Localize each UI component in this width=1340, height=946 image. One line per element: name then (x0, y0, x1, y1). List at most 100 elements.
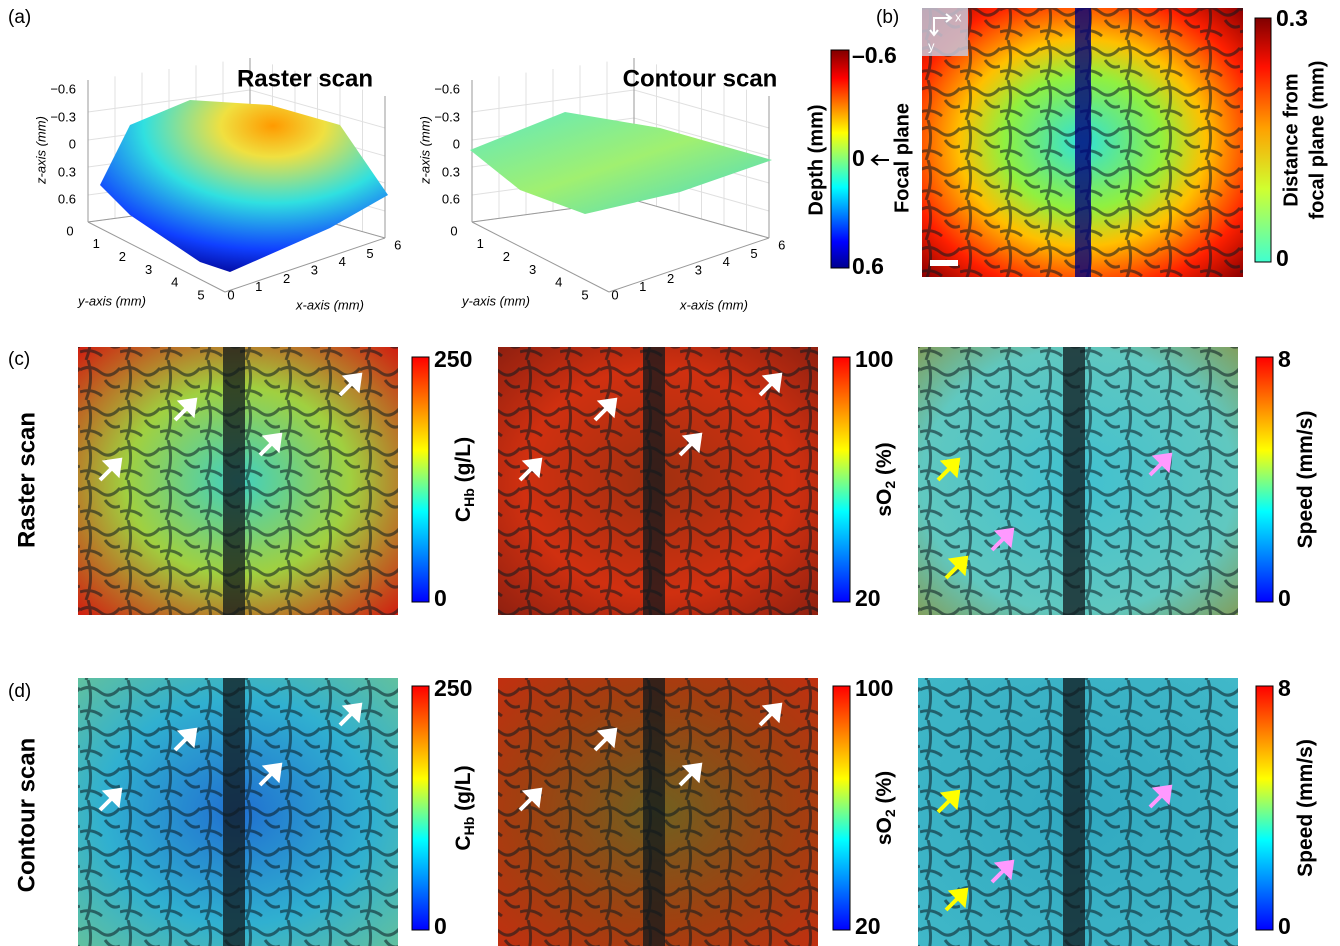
z-tick-label: −0.6 (50, 81, 76, 96)
panel-label: (a) (8, 7, 31, 28)
colorbar (833, 357, 850, 602)
colorbar-tick-label: 0 (1276, 245, 1289, 271)
label-main: C (452, 507, 475, 522)
surface (100, 100, 388, 272)
figure: (a)(b)(c)(d)−0.6−0.300.30.60123450123456… (0, 0, 1340, 946)
x-tick-label: 1 (639, 279, 646, 294)
x-tick-label: 5 (366, 246, 373, 261)
midline (223, 347, 245, 615)
y-tick-label: 0 (450, 223, 457, 238)
panel-label: (c) (8, 349, 30, 370)
colorbar (831, 50, 849, 268)
z-tick-label: −0.3 (434, 109, 460, 124)
x-tick-label: 4 (723, 254, 730, 269)
z-tick-label: 0.3 (442, 164, 460, 179)
colorbar-label: CHb (g/L) (452, 437, 477, 522)
colorbar-tick-label: 0 (1278, 585, 1291, 611)
colorbar-label: Speed (mm/s) (1294, 739, 1317, 877)
label-main: sO (873, 817, 896, 845)
z-tick-label: −0.6 (434, 81, 460, 96)
scale-bar (930, 260, 958, 266)
row-label: Raster scan (13, 412, 40, 548)
colorbar (412, 357, 429, 602)
colorbar-label: CHb (g/L) (452, 765, 477, 850)
midline (643, 678, 665, 946)
y-tick-label: 4 (555, 275, 562, 290)
y-axis-label: y-axis (mm) (461, 293, 530, 308)
colorbar-tick-label: 250 (434, 346, 472, 372)
midline (223, 678, 245, 946)
colorbar-tick-label: 100 (855, 675, 893, 701)
y-tick-label: 1 (93, 236, 100, 251)
colorbar-label: Depth (mm) (805, 104, 827, 215)
y-tick-label: 5 (581, 287, 588, 302)
colorbar-label: focal plane (mm) (1306, 61, 1328, 220)
x-tick-label: 2 (667, 271, 674, 286)
colorbar (833, 686, 850, 930)
y-tick-label: 2 (503, 249, 510, 264)
label-unit: (g/L) (452, 765, 475, 816)
colorbar (1256, 686, 1273, 930)
colorbar-tick-label: 100 (855, 346, 893, 372)
label-main: C (452, 835, 475, 850)
x-tick-label: 3 (695, 263, 702, 278)
colorbar (1255, 18, 1271, 262)
y-tick-label: 4 (171, 275, 178, 290)
plot-title: Raster scan (237, 65, 373, 92)
y-tick-label: 2 (119, 249, 126, 264)
colorbar-tick-label: 0 (852, 145, 865, 171)
colorbar (412, 686, 429, 930)
plot-title: Contour scan (623, 65, 778, 92)
x-axis-label: x-axis (mm) (679, 297, 748, 312)
label-unit: (%) (873, 771, 896, 810)
colorbar-tick-label: 0.3 (1276, 5, 1308, 31)
x-tick-label: 1 (255, 279, 262, 294)
label-sub: 2 (882, 481, 898, 489)
colorbar-tick-label: 20 (855, 913, 881, 939)
label-unit: (%) (873, 442, 896, 481)
z-tick-label: 0 (453, 136, 460, 151)
colorbar-annotation: Focal plane (891, 103, 913, 213)
midline (1075, 8, 1091, 277)
axis-line (472, 222, 609, 292)
x-tick-label: 3 (311, 263, 318, 278)
z-tick-label: −0.3 (50, 109, 76, 124)
midline (1063, 347, 1085, 615)
label-main: sO (873, 489, 896, 517)
z-tick-label: 0 (69, 136, 76, 151)
y-tick-label: 5 (197, 287, 204, 302)
x-tick-label: 6 (778, 238, 785, 253)
y-tick-label: 0 (66, 223, 73, 238)
z-tick-label: 0.6 (442, 191, 460, 206)
x-tick-label: 2 (283, 271, 290, 286)
y-tick-label: 3 (145, 262, 152, 277)
colorbar-label: sO2 (%) (873, 771, 898, 845)
colorbar-tick-label: 0 (434, 913, 447, 939)
x-axis-label: x-axis (mm) (295, 297, 364, 312)
label-unit: (g/L) (452, 437, 475, 488)
y-tick-label: 1 (477, 236, 484, 251)
axis-line (609, 238, 769, 292)
inset-axis-label: y (928, 38, 935, 53)
x-tick-label: 4 (339, 254, 346, 269)
z-tick-label: 0.3 (58, 164, 76, 179)
label-main: Speed (mm/s) (1294, 739, 1317, 877)
label-sub: 2 (882, 809, 898, 817)
z-axis-label: z-axis (mm) (33, 116, 48, 185)
colorbar-tick-label: 8 (1278, 346, 1291, 372)
colorbar-label: sO2 (%) (873, 442, 898, 516)
colorbar (1256, 357, 1273, 602)
x-tick-label: 0 (611, 287, 618, 302)
y-tick-label: 3 (529, 262, 536, 277)
panel-label: (b) (876, 7, 899, 28)
colorbar-tick-label: 0.6 (852, 253, 884, 279)
y-axis-label: y-axis (mm) (77, 293, 146, 308)
colorbar-tick-label: 0 (1278, 913, 1291, 939)
colorbar-tick-label: 250 (434, 675, 472, 701)
z-axis-label: z-axis (mm) (417, 116, 432, 185)
colorbar-label: Distance from (1280, 73, 1302, 206)
x-tick-label: 5 (750, 246, 757, 261)
z-tick-label: 0.6 (58, 191, 76, 206)
colorbar-tick-label: –0.6 (852, 42, 897, 68)
label-sub: Hb (461, 488, 477, 507)
